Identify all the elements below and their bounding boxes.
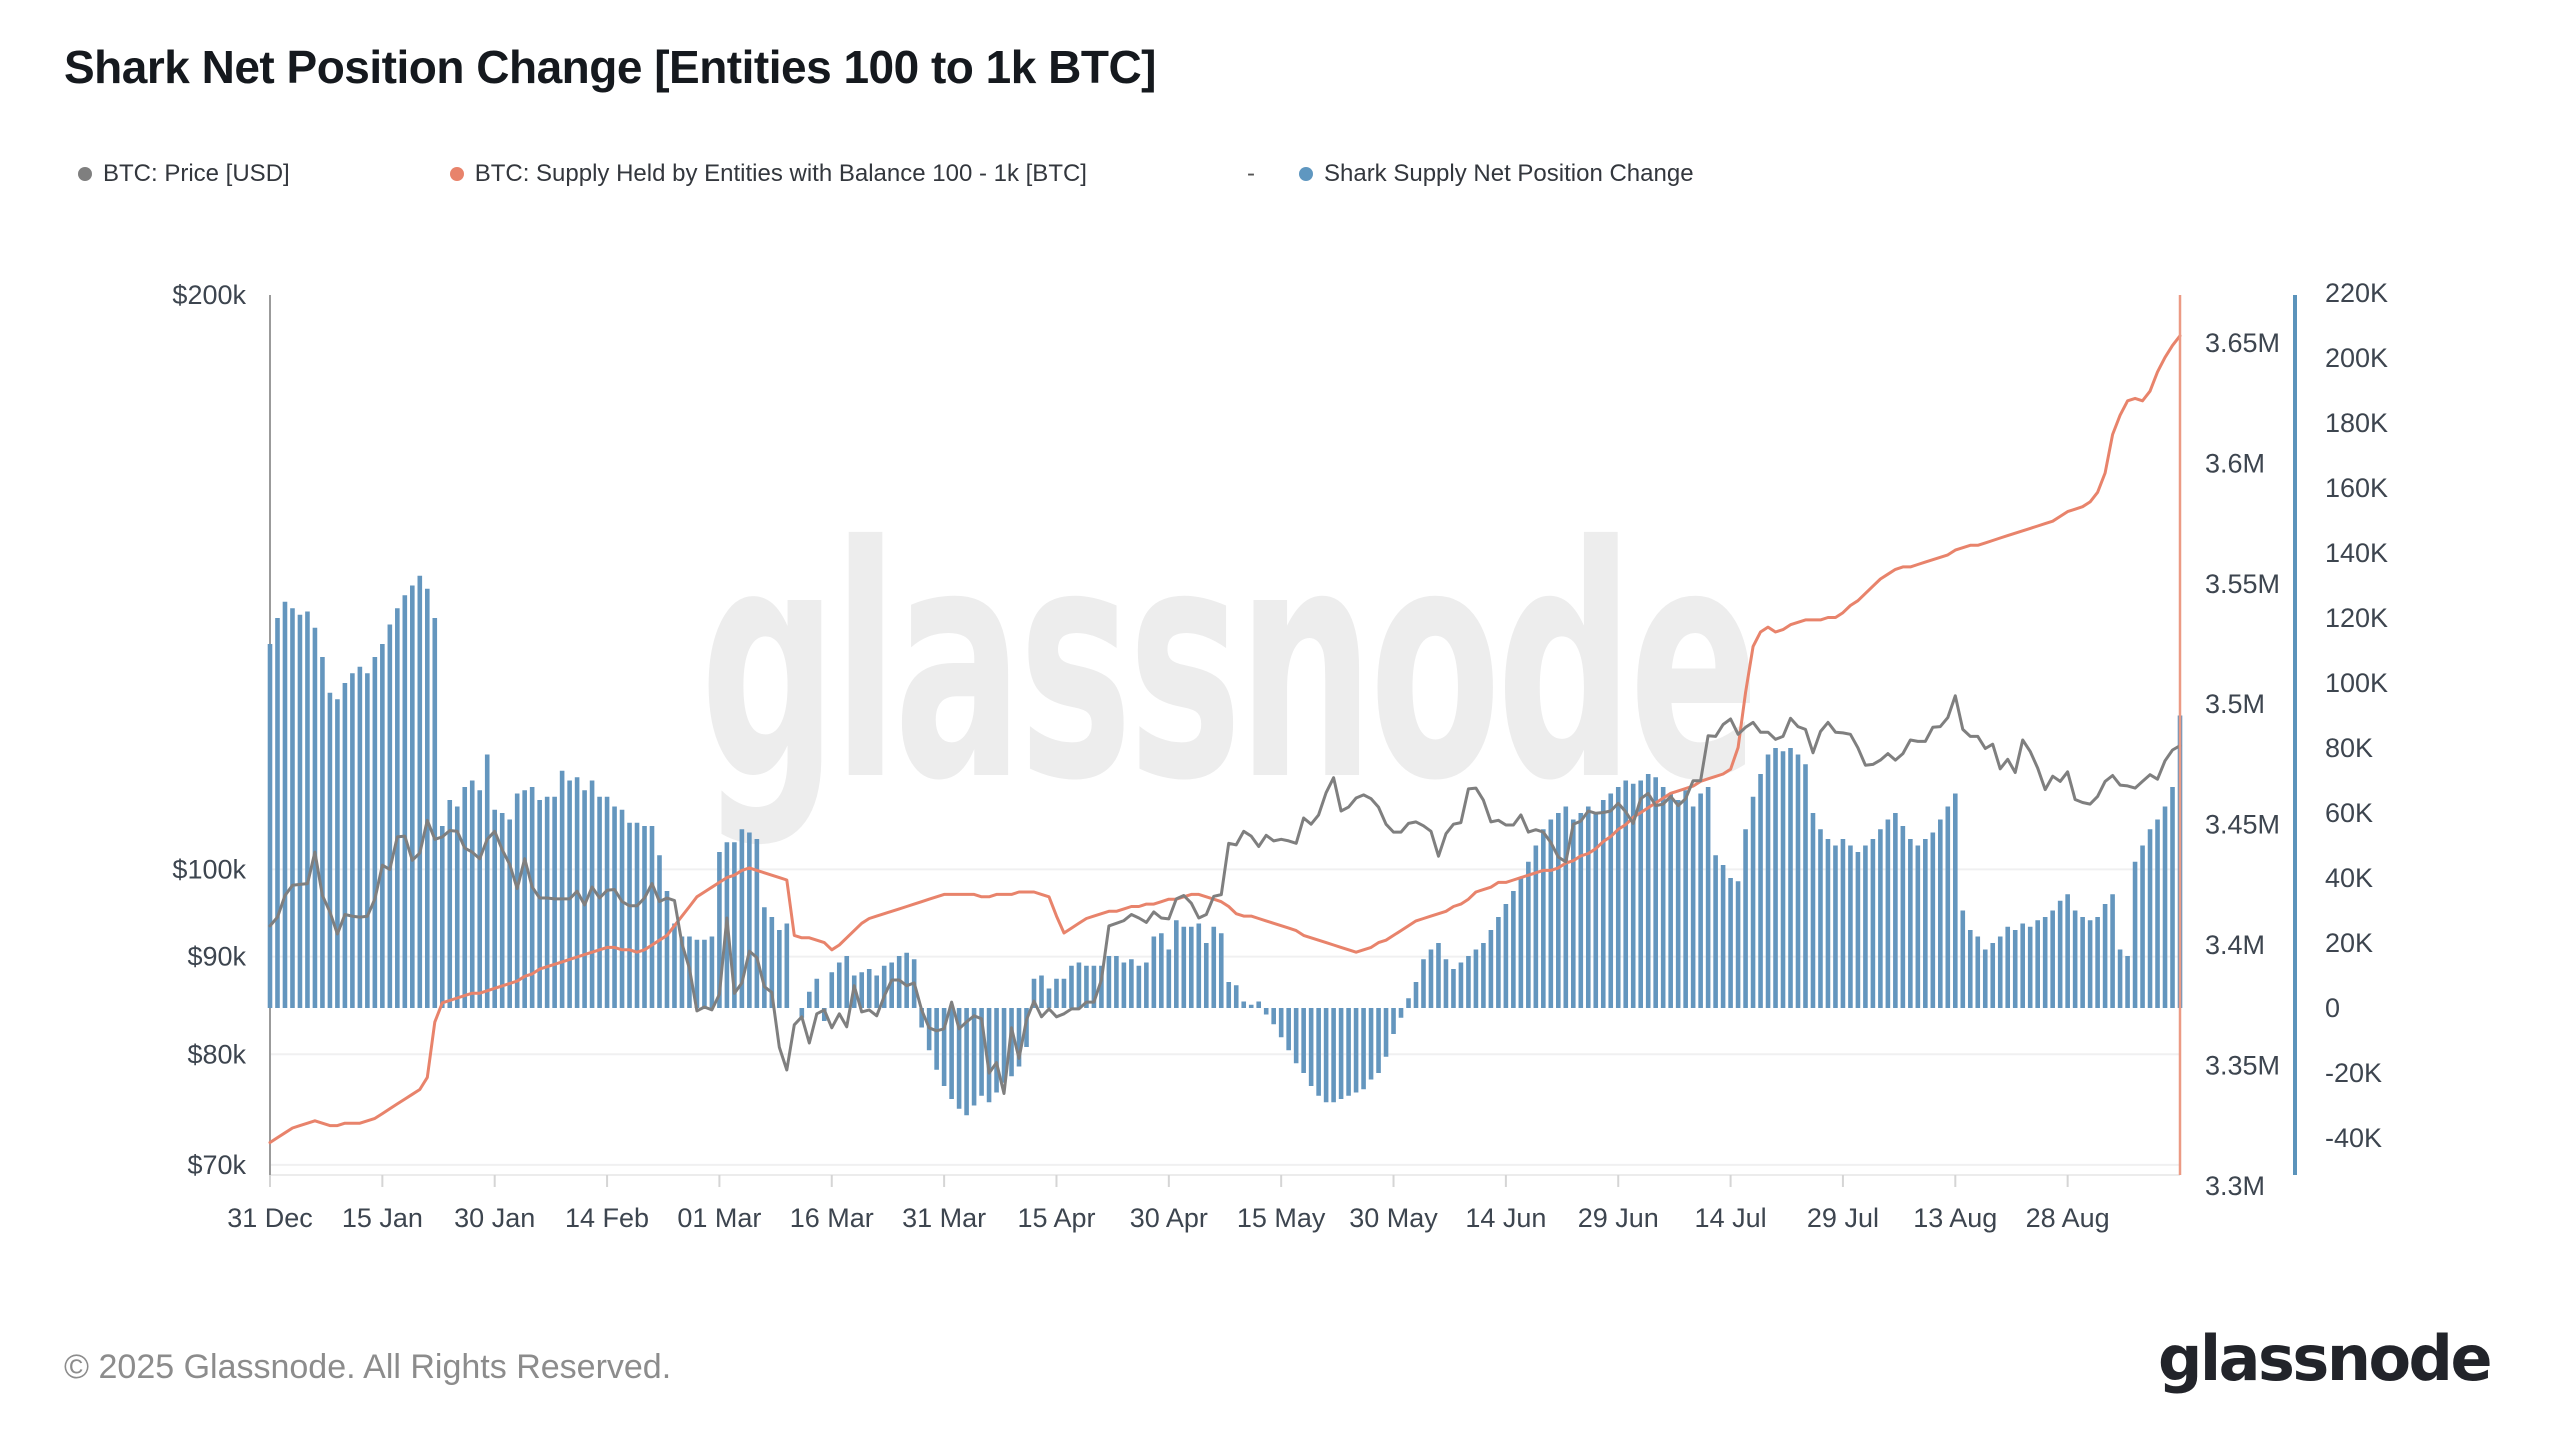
price-gridlines	[270, 868, 2180, 1166]
glassnode-logo: glassnode	[2158, 1322, 2492, 1395]
x-axis: 31 Dec 15 Jan 30 Jan 14 Feb 01 Mar 16 Mar 31 M…	[227, 1174, 2180, 1233]
x-tick-label: 01 Mar	[677, 1203, 761, 1233]
price-tick-label: $90k	[187, 942, 246, 972]
page-title: Shark Net Position Change [Entities 100 …	[64, 41, 1156, 93]
x-tick-label: 14 Jun	[1465, 1203, 1546, 1233]
net-tick-label: 20K	[2325, 928, 2373, 958]
legend-item-netchange[interactable]: Shark Supply Net Position Change	[1298, 160, 1694, 188]
x-tick-label: 15 May	[1237, 1203, 1326, 1233]
x-tick-label: 28 Aug	[2026, 1203, 2110, 1233]
x-tick-label: 14 Jul	[1695, 1203, 1767, 1233]
supply-tick-label: 3.6M	[2205, 448, 2265, 478]
netchange-series-dot-icon	[1298, 167, 1313, 181]
net-tick-label: 160K	[2325, 473, 2388, 503]
net-tick-label: 120K	[2325, 603, 2388, 633]
net-tick-label: 140K	[2325, 538, 2388, 568]
price-series-dot-icon	[78, 167, 92, 181]
supply-tick-label: 3.65M	[2205, 328, 2280, 358]
net-tick-label: 60K	[2325, 798, 2373, 828]
price-tick-label: $70k	[187, 1150, 246, 1180]
legend-item-supply[interactable]: BTC: Supply Held by Entities with Balanc…	[449, 160, 1087, 188]
x-tick-label: 14 Feb	[565, 1203, 649, 1233]
price-tick-label: $80k	[187, 1039, 246, 1069]
price-line[interactable]	[268, 694, 2182, 1095]
x-tick-label: 13 Aug	[1913, 1203, 1997, 1233]
net-tick-label: 80K	[2325, 733, 2373, 763]
supply-tick-label: 3.45M	[2205, 810, 2280, 840]
legend-separator: -	[1246, 160, 1255, 187]
net-tick-label: 180K	[2325, 408, 2388, 438]
net-tick-label: -40K	[2325, 1123, 2382, 1153]
net-axis: 220K 200K 180K 160K 140K 120K 100K 80K 60K 40K 20K…	[2293, 278, 2388, 1175]
legend-item-netchange-label: Shark Supply Net Position Change	[1323, 160, 1694, 187]
copyright-text: © 2025 Glassnode. All Rights Reserved.	[64, 1348, 672, 1386]
chart-legend: BTC: Price [USD] BTC: Supply Held by Ent…	[78, 160, 1694, 188]
net-tick-label: -20K	[2325, 1058, 2382, 1088]
x-tick-label: 30 Apr	[1130, 1203, 1208, 1233]
x-tick-label: 31 Dec	[227, 1203, 313, 1233]
x-tick-label: 31 Mar	[902, 1203, 986, 1233]
price-axis: $200k $100k $90k $80k $70k	[172, 280, 271, 1180]
x-tick-label: 29 Jun	[1578, 1203, 1659, 1233]
net-tick-label: 100K	[2325, 668, 2388, 698]
supply-axis: 3.65M 3.6M 3.55M 3.5M 3.45M 3.4M 3.35M 3.3M	[2178, 295, 2280, 1201]
supply-tick-label: 3.55M	[2205, 569, 2280, 599]
legend-item-supply-label: BTC: Supply Held by Entities with Balanc…	[474, 160, 1087, 187]
price-tick-label: $200k	[172, 280, 246, 310]
net-tick-label: 0	[2325, 993, 2340, 1023]
x-tick-label: 15 Apr	[1017, 1203, 1095, 1233]
legend-item-price[interactable]: BTC: Price [USD]	[78, 160, 290, 188]
net-position-bars[interactable]	[267, 575, 2183, 1116]
net-tick-label: 200K	[2325, 343, 2388, 373]
legend-item-price-label: BTC: Price [USD]	[103, 160, 290, 187]
x-tick-label: 30 Jan	[454, 1203, 535, 1233]
supply-tick-label: 3.4M	[2205, 930, 2265, 960]
supply-series-dot-icon	[449, 167, 464, 181]
price-tick-label: $100k	[172, 854, 246, 884]
supply-tick-label: 3.5M	[2205, 689, 2265, 719]
net-tick-label: 40K	[2325, 863, 2373, 893]
supply-tick-label: 3.3M	[2205, 1171, 2265, 1201]
supply-tick-label: 3.35M	[2205, 1050, 2280, 1080]
x-tick-label: 29 Jul	[1807, 1203, 1879, 1233]
x-tick-label: 15 Jan	[342, 1203, 423, 1233]
x-tick-label: 30 May	[1349, 1203, 1438, 1233]
supply-line[interactable]	[268, 334, 2182, 1144]
x-tick-label: 16 Mar	[790, 1203, 874, 1233]
net-tick-label: 220K	[2325, 278, 2388, 308]
